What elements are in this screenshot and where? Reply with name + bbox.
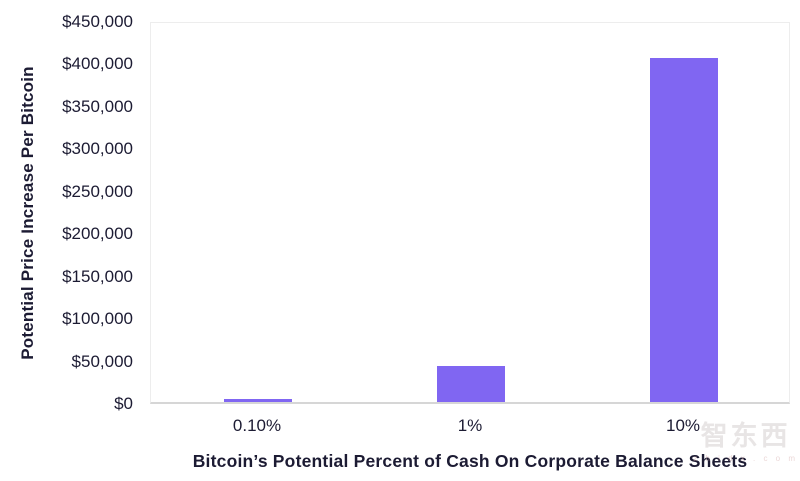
y-tick-label: $450,000 — [62, 12, 133, 31]
y-tick-label: $300,000 — [62, 139, 133, 159]
y-tick-label: $250,000 — [62, 181, 133, 201]
x-tick-label: 0.10% — [232, 416, 282, 435]
x-tick-label: 10% — [665, 416, 701, 435]
y-tick-label: $400,000 — [62, 54, 133, 74]
y-tick-label: $350,000 — [62, 96, 133, 116]
y-tick-label: $200,000 — [62, 224, 133, 244]
y-tick-label: $50,000 — [71, 351, 133, 371]
y-tick-label: $0 — [114, 394, 133, 413]
bar-1% — [437, 366, 505, 402]
y-tick-label: $100,000 — [62, 309, 133, 329]
plot-area — [150, 22, 790, 404]
x-tick-label: 1% — [457, 416, 483, 435]
bar-0.10% — [224, 399, 292, 402]
y-tick-label: $150,000 — [62, 266, 133, 286]
bar-10% — [650, 58, 718, 402]
x-axis-title: Bitcoin’s Potential Percent of Cash On C… — [192, 451, 748, 471]
